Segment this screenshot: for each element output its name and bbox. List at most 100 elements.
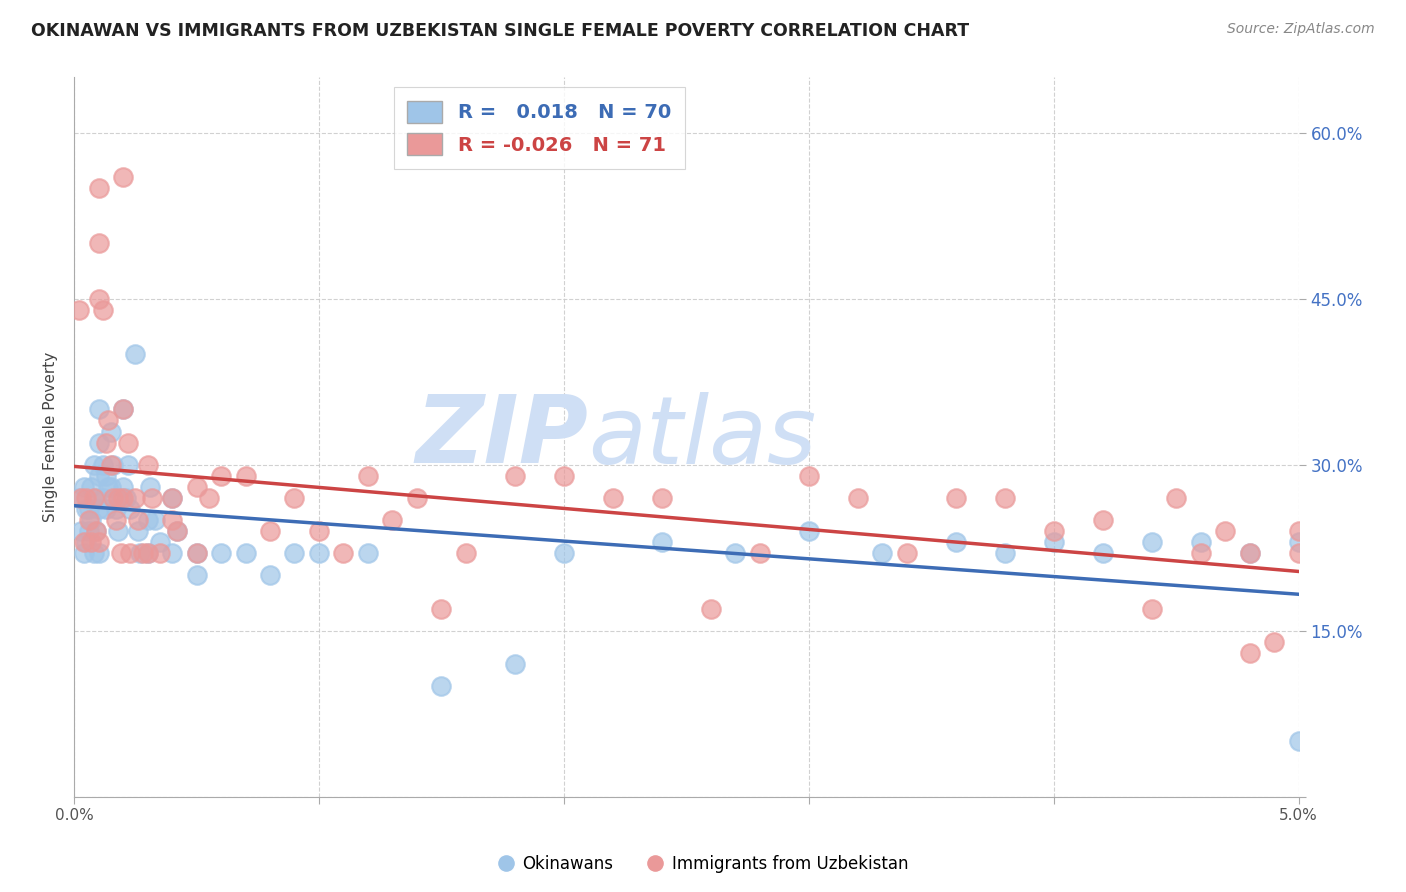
Point: [1239, 646, 1261, 660]
Y-axis label: Single Female Poverty: Single Female Poverty: [44, 352, 58, 522]
Point: [332, 546, 354, 560]
Point: [945, 535, 967, 549]
Point: [104, 513, 127, 527]
Point: [1091, 546, 1114, 560]
Point: [553, 468, 575, 483]
Point: [112, 480, 135, 494]
Point: [103, 458, 125, 472]
Point: [136, 546, 159, 560]
Text: atlas: atlas: [588, 392, 817, 483]
Point: [1140, 535, 1163, 549]
Point: [160, 491, 183, 505]
Point: [454, 546, 477, 560]
Point: [117, 435, 139, 450]
Point: [283, 491, 305, 505]
Point: [120, 546, 142, 560]
Point: [112, 491, 135, 505]
Point: [870, 546, 893, 560]
Point: [80, 535, 103, 549]
Point: [94, 435, 117, 450]
Point: [80, 480, 103, 494]
Point: [1239, 546, 1261, 560]
Point: [186, 480, 208, 494]
Point: [283, 546, 305, 560]
Point: [149, 546, 172, 560]
Point: [186, 546, 208, 560]
Point: [1288, 734, 1310, 748]
Point: [110, 491, 132, 505]
Point: [430, 679, 453, 693]
Point: [797, 524, 820, 538]
Point: [141, 491, 163, 505]
Point: [67, 302, 90, 317]
Text: ZIP: ZIP: [416, 391, 588, 483]
Point: [160, 491, 183, 505]
Point: [1091, 513, 1114, 527]
Point: [700, 601, 723, 615]
Point: [166, 524, 188, 538]
Point: [136, 513, 159, 527]
Point: [87, 468, 110, 483]
Point: [357, 546, 380, 560]
Point: [112, 402, 135, 417]
Point: [93, 302, 115, 317]
Point: [357, 468, 380, 483]
Point: [107, 524, 129, 538]
Point: [406, 491, 429, 505]
Point: [84, 491, 107, 505]
Point: [1288, 535, 1310, 549]
Point: [1213, 524, 1236, 538]
Point: [503, 468, 526, 483]
Point: [1166, 491, 1188, 505]
Point: [84, 524, 107, 538]
Point: [77, 524, 100, 538]
Point: [87, 402, 110, 417]
Point: [235, 546, 257, 560]
Point: [112, 169, 135, 184]
Point: [97, 480, 120, 494]
Point: [209, 546, 232, 560]
Point: [553, 546, 575, 560]
Point: [259, 568, 281, 582]
Point: [1140, 601, 1163, 615]
Point: [602, 491, 624, 505]
Text: Source: ZipAtlas.com: Source: ZipAtlas.com: [1227, 22, 1375, 37]
Point: [112, 402, 135, 417]
Point: [75, 491, 97, 505]
Point: [1288, 546, 1310, 560]
Point: [114, 491, 136, 505]
Point: [127, 524, 149, 538]
Point: [97, 413, 120, 427]
Text: OKINAWAN VS IMMIGRANTS FROM UZBEKISTAN SINGLE FEMALE POVERTY CORRELATION CHART: OKINAWAN VS IMMIGRANTS FROM UZBEKISTAN S…: [31, 22, 969, 40]
Point: [235, 468, 257, 483]
Point: [94, 468, 117, 483]
Point: [136, 546, 159, 560]
Point: [308, 524, 330, 538]
Point: [896, 546, 918, 560]
Point: [1189, 546, 1212, 560]
Point: [136, 458, 159, 472]
Point: [160, 546, 183, 560]
Point: [797, 468, 820, 483]
Point: [503, 657, 526, 671]
Point: [994, 546, 1017, 560]
Point: [945, 491, 967, 505]
Point: [110, 546, 132, 560]
Point: [724, 546, 747, 560]
Point: [67, 491, 90, 505]
Point: [160, 513, 183, 527]
Point: [73, 546, 96, 560]
Point: [100, 480, 122, 494]
Point: [87, 292, 110, 306]
Point: [83, 491, 105, 505]
Point: [87, 181, 110, 195]
Point: [430, 601, 453, 615]
Point: [77, 502, 100, 516]
Point: [1263, 634, 1285, 648]
Point: [87, 502, 110, 516]
Point: [139, 480, 162, 494]
Point: [129, 546, 152, 560]
Point: [73, 480, 96, 494]
Point: [143, 513, 166, 527]
Point: [100, 425, 122, 439]
